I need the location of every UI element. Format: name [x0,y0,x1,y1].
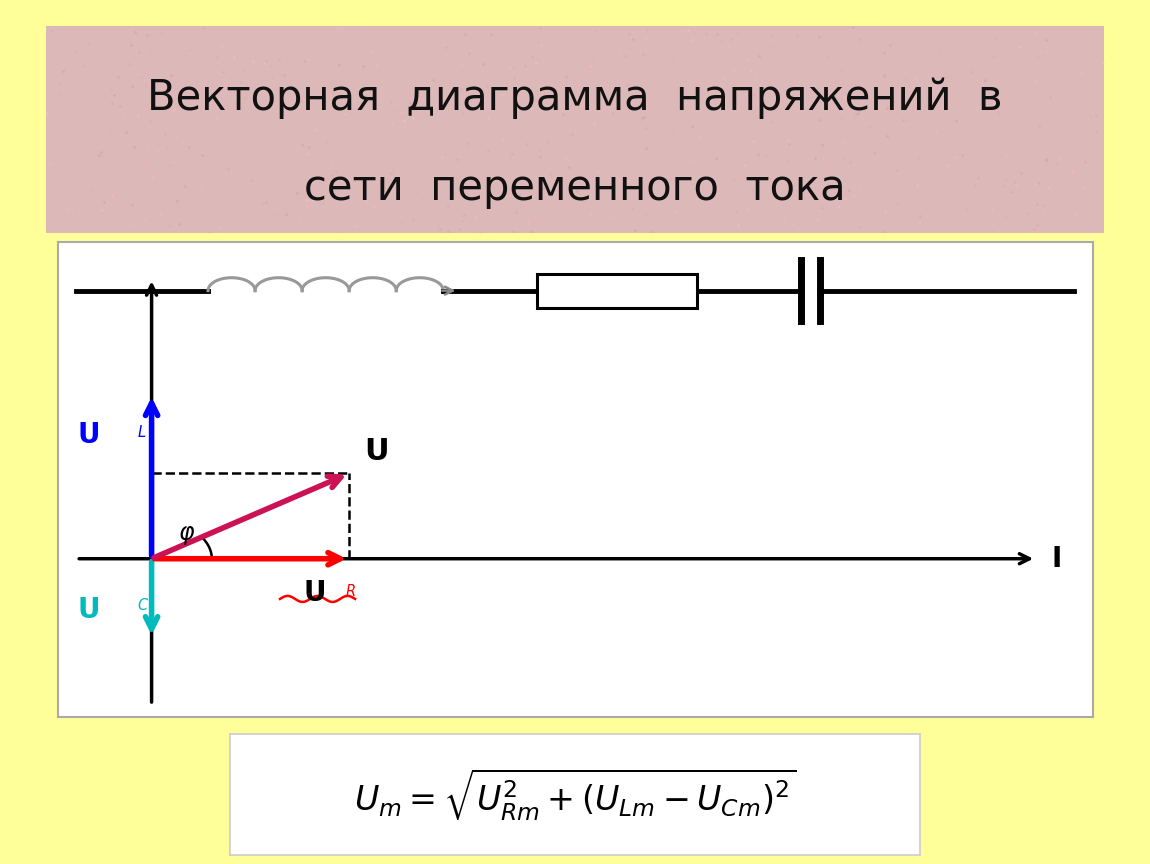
Bar [537,274,697,308]
Text: $_L$: $_L$ [137,420,146,441]
Text: $\mathbf{U}$: $\mathbf{U}$ [365,437,388,466]
Text: $\mathbf{U}$: $\mathbf{U}$ [77,596,99,624]
Text: сети  переменного  тока: сети переменного тока [305,167,845,209]
Text: I: I [1051,544,1061,573]
Text: $\mathbf{U}$: $\mathbf{U}$ [302,580,324,607]
Text: $U_m = \sqrt{U_{Rm}^2 + (U_{Lm} - U_{Cm})^2}$: $U_m = \sqrt{U_{Rm}^2 + (U_{Lm} - U_{Cm}… [354,766,796,823]
Text: $\varphi$: $\varphi$ [178,523,196,547]
Text: $_C$: $_C$ [137,593,148,613]
Text: $\mathbf{U}$: $\mathbf{U}$ [77,422,99,449]
Text: $_R$: $_R$ [345,580,356,600]
Text: Векторная  диаграмма  напряжений  в: Векторная диаграмма напряжений в [147,78,1003,119]
